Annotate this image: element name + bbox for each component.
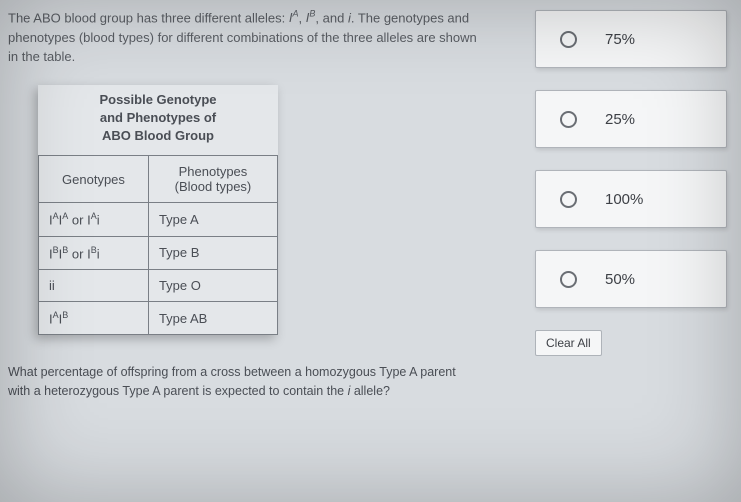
option-label: 25% <box>605 111 635 128</box>
option-25[interactable]: 25% <box>535 90 727 148</box>
genotype-table: Possible Genotype and Phenotypes of ABO … <box>38 85 278 336</box>
header-phenotypes: Phenotypes (Blood types) <box>148 156 277 203</box>
phenotype-cell: Type O <box>148 270 277 302</box>
answer-options: 75% 25% 100% 50% Clear All <box>535 10 727 356</box>
genotype-cell: ii <box>39 270 149 302</box>
radio-icon <box>560 271 577 288</box>
genotype-cell: IAIA or IAi <box>39 203 149 236</box>
option-label: 75% <box>605 31 635 48</box>
option-50[interactable]: 50% <box>535 250 727 308</box>
clear-all-button[interactable]: Clear All <box>535 330 602 356</box>
phenotype-cell: Type AB <box>148 302 277 335</box>
question-text: What percentage of offspring from a cros… <box>8 363 498 401</box>
table-row: IBIB or IBi Type B <box>39 236 278 269</box>
question-intro: The ABO blood group has three different … <box>8 8 498 67</box>
table-title: Possible Genotype and Phenotypes of ABO … <box>38 85 278 156</box>
radio-icon <box>560 31 577 48</box>
option-75[interactable]: 75% <box>535 10 727 68</box>
table-row: IAIA or IAi Type A <box>39 203 278 236</box>
table-row: ii Type O <box>39 270 278 302</box>
table-row: IAIB Type AB <box>39 302 278 335</box>
option-100[interactable]: 100% <box>535 170 727 228</box>
option-label: 100% <box>605 191 643 208</box>
radio-icon <box>560 191 577 208</box>
phenotype-cell: Type A <box>148 203 277 236</box>
option-label: 50% <box>605 271 635 288</box>
phenotype-cell: Type B <box>148 236 277 269</box>
genotype-cell: IAIB <box>39 302 149 335</box>
header-genotypes: Genotypes <box>39 156 149 203</box>
genotype-cell: IBIB or IBi <box>39 236 149 269</box>
radio-icon <box>560 111 577 128</box>
